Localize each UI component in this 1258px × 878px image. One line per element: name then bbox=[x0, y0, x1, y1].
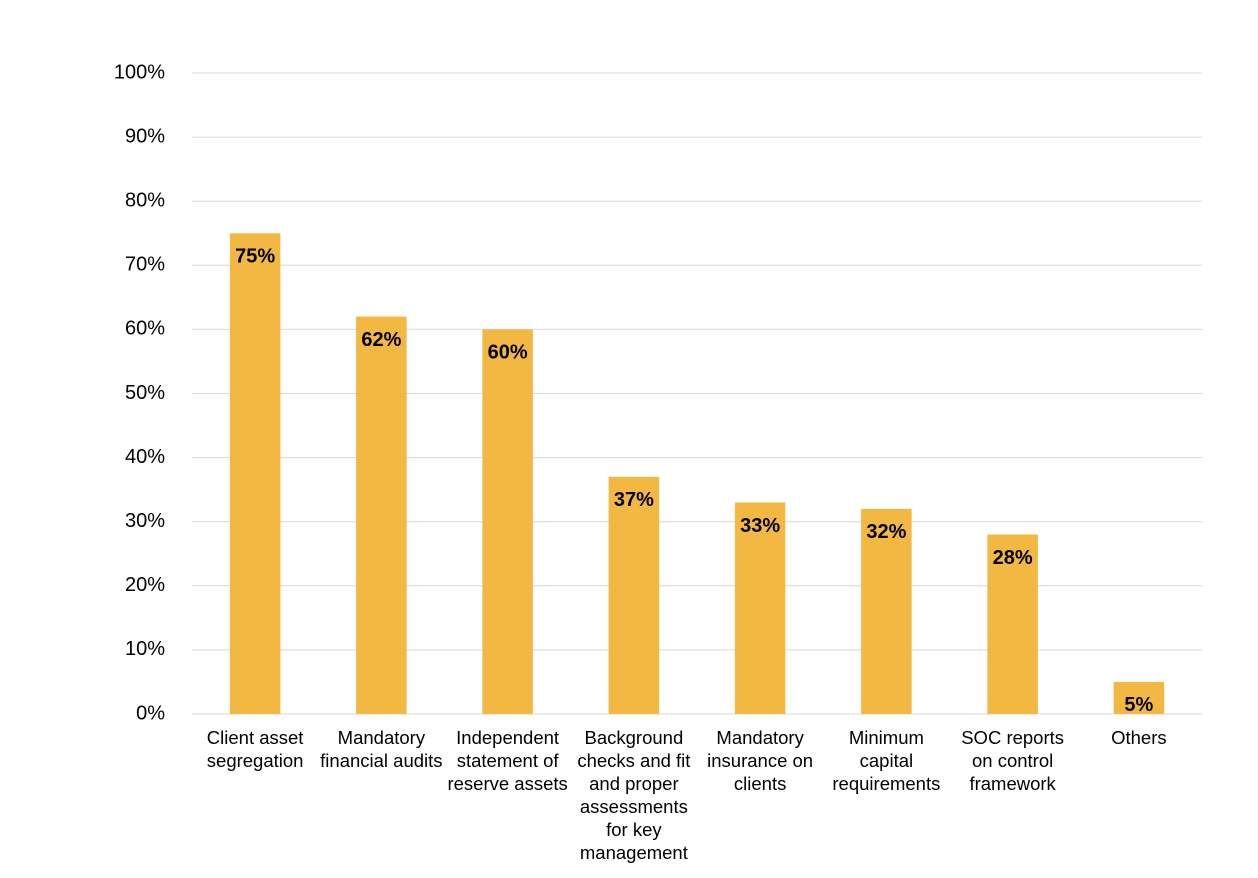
x-tick-label: SOC reports on control framework bbox=[961, 727, 1065, 794]
data-label: 33% bbox=[740, 515, 780, 537]
bar bbox=[861, 508, 912, 714]
data-label: 37% bbox=[614, 489, 654, 511]
data-label: 75% bbox=[235, 246, 275, 268]
bar bbox=[734, 502, 786, 714]
data-label: 60% bbox=[488, 342, 528, 364]
data-label: 32% bbox=[866, 521, 906, 543]
bar bbox=[1113, 681, 1165, 714]
y-tick-label: 90% bbox=[125, 125, 165, 147]
x-tick-label: Mandatory financial audits bbox=[320, 727, 443, 771]
y-tick-label: 50% bbox=[125, 382, 165, 404]
y-tick-label: 100% bbox=[114, 61, 165, 83]
bar bbox=[608, 476, 660, 714]
data-label: 5% bbox=[1124, 694, 1153, 716]
bar bbox=[482, 329, 533, 714]
x-tick-label: Mandatory insurance on clients bbox=[707, 727, 814, 794]
y-tick-label: 60% bbox=[125, 318, 165, 340]
y-tick-label: 0% bbox=[136, 702, 165, 724]
y-tick-label: 70% bbox=[125, 254, 165, 276]
x-tick-label: Independent statement of reserve assets bbox=[447, 727, 568, 794]
data-label: 62% bbox=[361, 329, 401, 351]
y-tick-label: 30% bbox=[125, 510, 165, 532]
bar bbox=[356, 316, 407, 714]
y-tick-label: 20% bbox=[125, 574, 165, 596]
data-label: 28% bbox=[993, 547, 1033, 569]
x-tick-label: Minimum capital requirements bbox=[832, 727, 941, 794]
x-tick-label: Client asset segregation bbox=[206, 727, 304, 771]
y-tick-label: 40% bbox=[125, 446, 165, 468]
x-tick-label: Others bbox=[1111, 727, 1167, 748]
y-tick-label: 10% bbox=[125, 638, 165, 660]
bar bbox=[229, 233, 281, 714]
bar bbox=[987, 534, 1038, 714]
x-tick-label: Background checks and fit and proper ass… bbox=[577, 727, 691, 863]
y-tick-label: 80% bbox=[125, 189, 165, 211]
